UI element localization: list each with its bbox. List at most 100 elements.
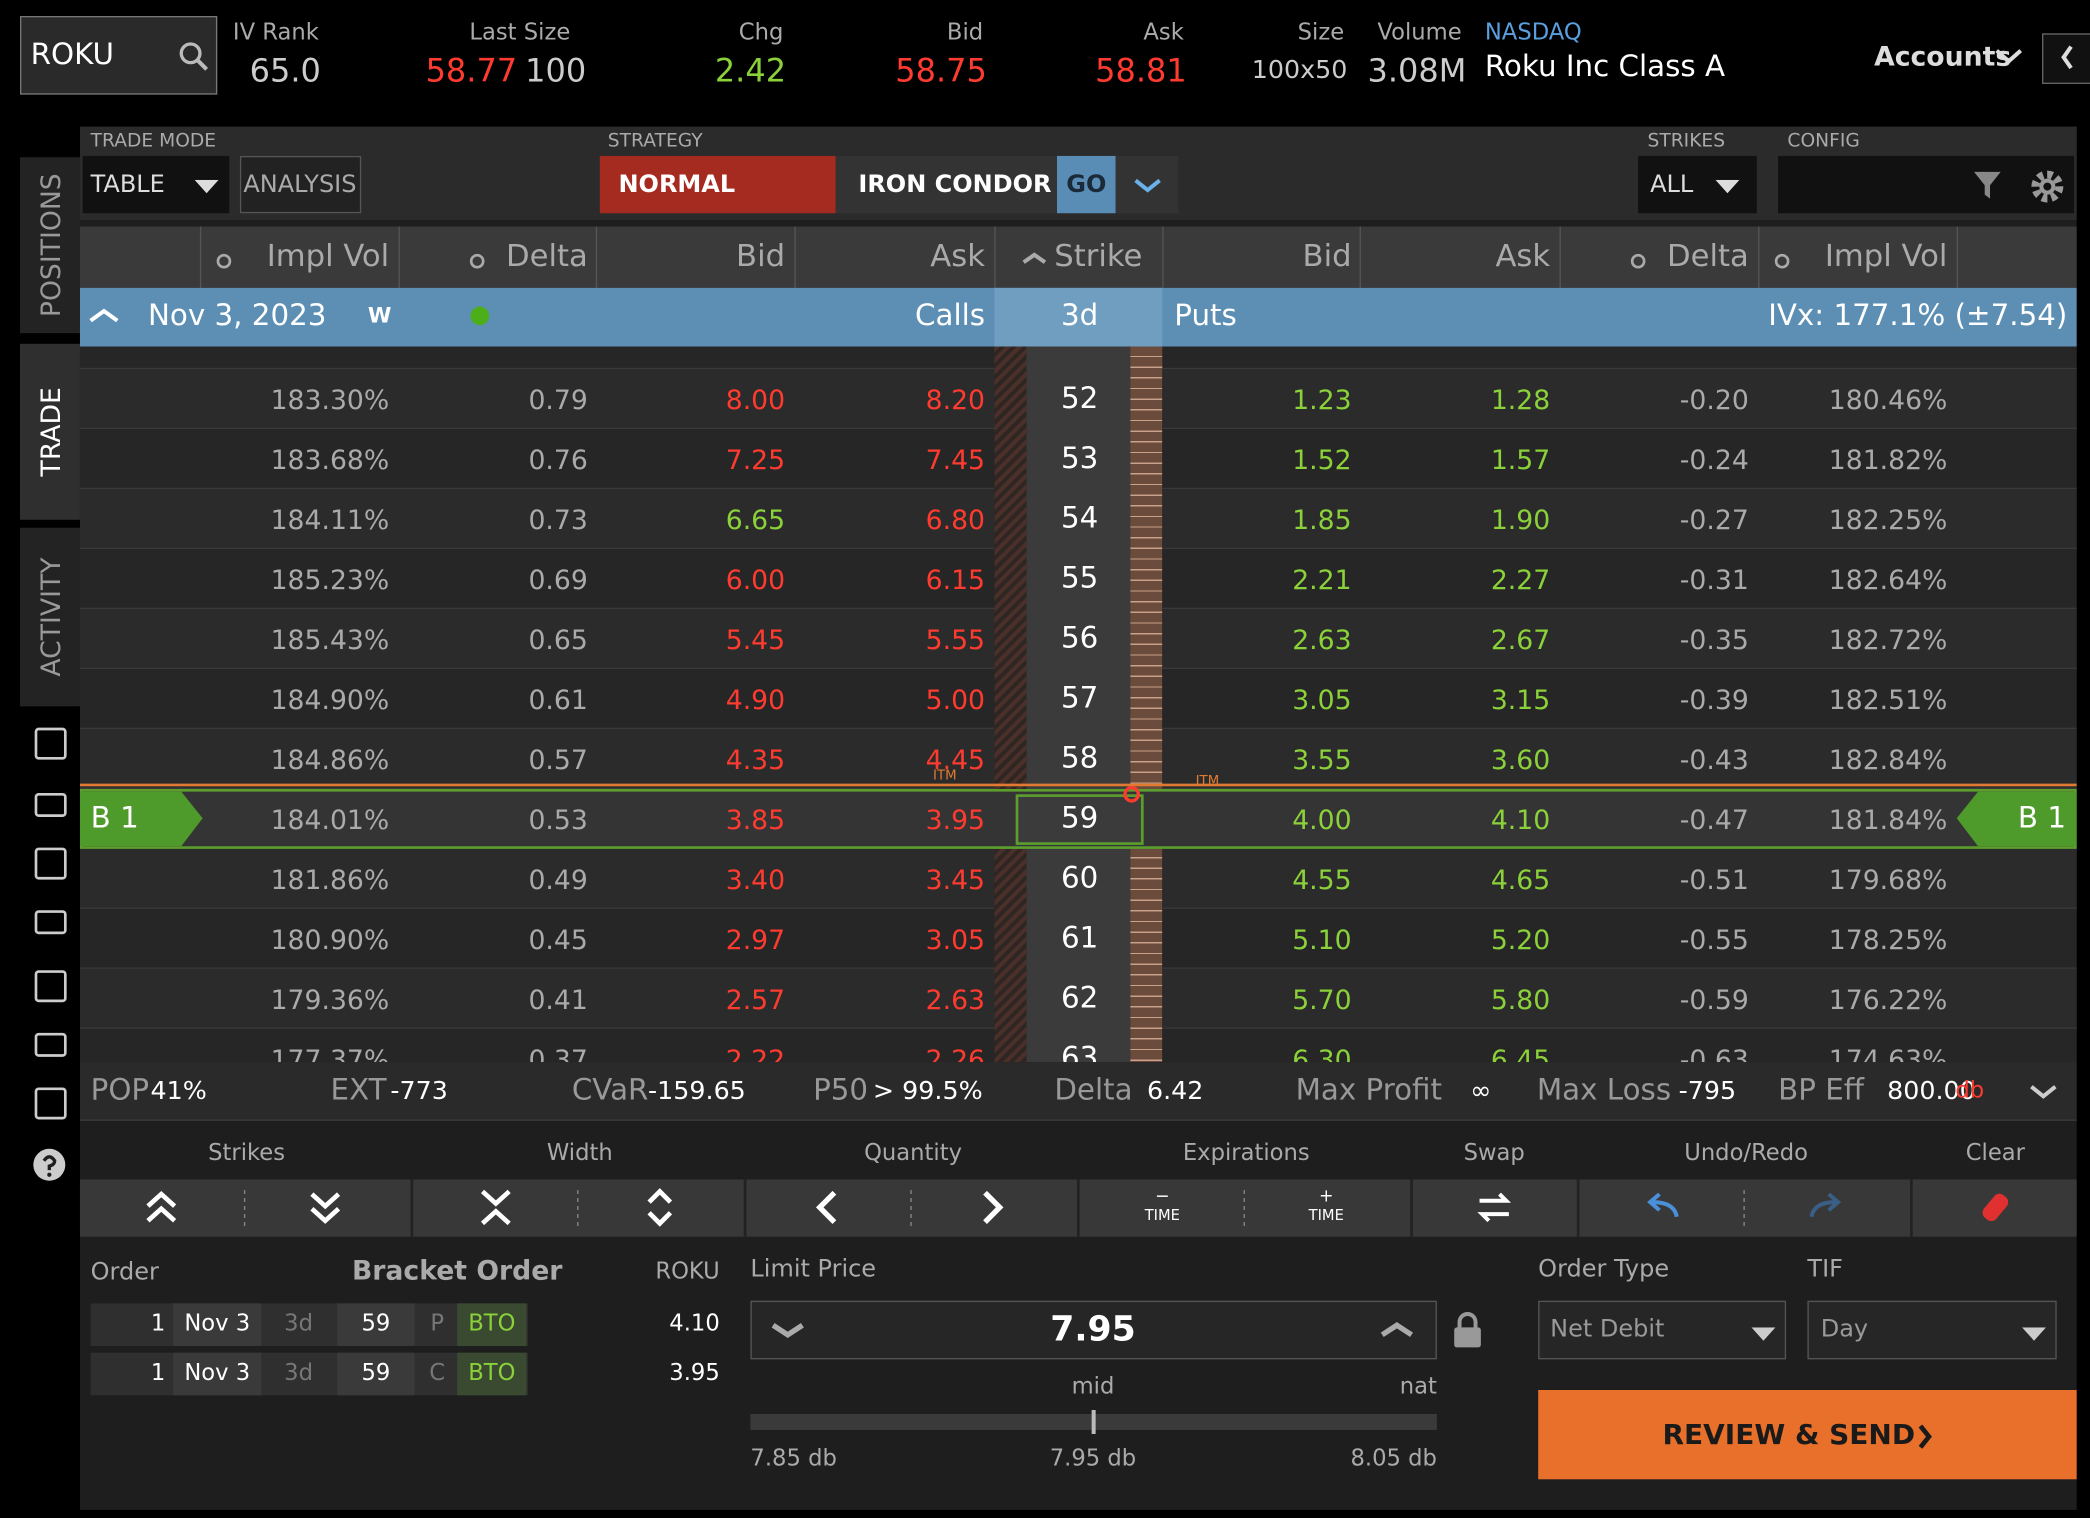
row-band[interactable] [79,908,995,969]
sidebar-icon[interactable] [32,1026,69,1063]
row-band[interactable] [79,609,995,670]
control-button[interactable] [1474,1187,1514,1227]
sort-arrow-glyph [1022,252,1047,264]
row-band[interactable] [79,1028,995,1063]
position-tag[interactable] [1956,791,2077,847]
sort-dot[interactable] [1774,249,1790,269]
time-button[interactable] [1109,1183,1216,1234]
sidebar-icon[interactable] [32,1085,69,1122]
row-band[interactable] [1162,429,2077,490]
column-header: Strike [1054,239,1143,274]
chain-cell: 8.00 [725,383,786,416]
row-band[interactable] [1162,1028,2077,1063]
position-tag[interactable] [79,791,203,847]
stats-expand[interactable] [2029,1079,2058,1103]
control-button[interactable] [808,1187,848,1227]
review-send-chevron-glyph [1918,1424,1932,1449]
price-line [79,783,2077,787]
lock-icon[interactable] [1452,1311,1484,1348]
row-band[interactable] [79,369,995,430]
search-icon[interactable] [177,40,209,72]
control-button[interactable] [141,1187,181,1227]
price-up[interactable] [1380,1318,1415,1342]
row-band[interactable] [79,549,995,610]
row-band[interactable] [79,728,995,789]
row-band[interactable] [1162,968,2077,1029]
order-type-select[interactable] [1538,1300,1787,1360]
control-button[interactable] [1806,1187,1846,1227]
row-band[interactable] [1162,369,2077,430]
time-button[interactable] [1273,1183,1380,1234]
leg-qty: 1 [150,1310,166,1338]
expiry-toggle[interactable] [88,304,120,328]
slider-thumb[interactable] [1091,1409,1096,1434]
strategy-button[interactable] [835,155,1057,214]
chain-cell: 4.55 [1292,863,1352,896]
sort-arrow[interactable] [1021,248,1048,267]
control-button[interactable] [305,1187,345,1227]
row-band[interactable] [1162,908,2077,969]
limit-price-box[interactable] [750,1300,1437,1360]
chain-cell: 2.63 [925,983,986,1016]
row-band[interactable] [1162,669,2077,729]
tif-select[interactable] [1807,1300,2057,1360]
row-band[interactable] [79,489,995,550]
accounts-chevron[interactable] [1994,43,2023,70]
row-band[interactable] [1162,848,2077,909]
sort-dot[interactable] [469,249,485,269]
control-button[interactable] [640,1187,680,1227]
sort-dot[interactable] [1629,249,1645,269]
filter-icon[interactable] [1973,171,2002,200]
row-band[interactable] [1162,609,2077,670]
strategy-dropdown[interactable] [1115,155,1179,214]
chain-cell: 0.76 [528,443,588,476]
control-button[interactable] [1642,1187,1682,1227]
sidebar-icon[interactable] [32,786,69,823]
leg-action[interactable] [457,1352,527,1396]
help-icon[interactable] [32,1147,67,1182]
order-label: Order [90,1258,159,1287]
row-band[interactable] [79,968,995,1029]
row-band[interactable] [1162,728,2077,789]
leg-action[interactable] [457,1303,527,1347]
leg-strike[interactable] [337,1352,415,1396]
column-separator [1359,226,1361,288]
row-band[interactable] [1162,549,2077,610]
sidebar-tab[interactable] [19,343,80,520]
sidebar-icon[interactable] [32,904,69,941]
control-label: Swap [1463,1140,1525,1167]
control-button[interactable] [1975,1187,2015,1227]
strikes-select[interactable] [1638,155,1757,214]
row-band[interactable] [1162,489,2077,550]
dte-label: 3d [1061,299,1099,334]
row-band[interactable] [79,429,995,490]
gear-icon[interactable] [2030,169,2065,204]
stat-label: CVaR [571,1074,649,1108]
price-down[interactable] [770,1318,805,1342]
leg-exp[interactable] [173,1352,262,1396]
row-band[interactable] [79,848,995,909]
analysis-button[interactable] [239,155,362,214]
normal-button[interactable] [599,155,836,214]
leg-exp-label: Nov 3 [184,1310,251,1338]
sidebar-tab[interactable] [19,157,80,334]
control-button[interactable] [972,1187,1012,1227]
row-band[interactable] [79,669,995,729]
chain-cell: 3.45 [925,863,986,896]
leg-exp[interactable] [173,1303,262,1347]
review-send-button[interactable] [1538,1390,2077,1480]
control-button[interactable] [476,1187,516,1227]
sidebar-tab[interactable] [19,527,80,707]
symbol-box[interactable] [19,15,218,95]
sidebar-icon[interactable] [32,845,69,882]
sidebar-icon[interactable] [32,725,69,762]
position-label: B 1 [90,802,139,836]
time-sign: + [1318,1186,1334,1207]
leg-price: 4.10 [669,1310,720,1338]
go-button[interactable] [1056,155,1116,214]
sidebar-icon[interactable] [32,968,69,1005]
chain-cell: 63 [1060,1042,1099,1063]
sort-dot[interactable] [216,249,232,269]
leg-strike[interactable] [337,1303,415,1347]
chain-cell: 60 [1060,862,1099,896]
